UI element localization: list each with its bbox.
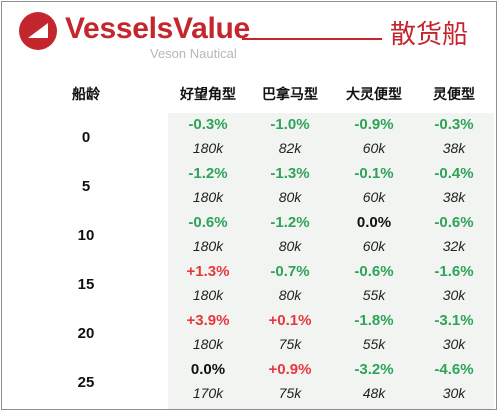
change-cell: -0.7%	[270, 263, 310, 280]
column-header-handysize: 灵便型	[433, 86, 475, 102]
age-cell: 20	[77, 325, 95, 342]
value-cell: 180k	[192, 336, 224, 352]
column-header-capesize: 好望角型	[180, 86, 236, 102]
header: VesselsValue Veson Nautical 散货船	[2, 2, 496, 68]
value-cell: 82k	[278, 140, 302, 156]
change-cell: -0.6%	[354, 263, 394, 280]
value-cell: 55k	[362, 287, 386, 303]
brand-name: VesselsValue	[65, 12, 250, 45]
value-cell: 30k	[442, 385, 466, 401]
value-cell: 180k	[192, 287, 224, 303]
value-cell: 170k	[192, 385, 224, 401]
value-cell: 32k	[442, 238, 466, 254]
age-cell: 5	[81, 178, 91, 195]
table-body	[168, 113, 494, 409]
value-cell: 30k	[442, 287, 466, 303]
change-cell: -3.1%	[434, 312, 474, 329]
age-cell: 0	[81, 129, 91, 146]
change-cell: +0.1%	[268, 312, 312, 329]
value-cell: 60k	[362, 140, 386, 156]
value-cell: 80k	[278, 287, 302, 303]
header-divider	[242, 38, 382, 40]
change-cell: -0.4%	[434, 165, 474, 182]
value-cell: 30k	[442, 336, 466, 352]
change-cell: -0.3%	[188, 116, 228, 133]
value-cell: 80k	[278, 189, 302, 205]
value-cell: 38k	[442, 189, 466, 205]
change-cell: -0.9%	[354, 116, 394, 133]
value-cell: 38k	[442, 140, 466, 156]
value-cell: 75k	[278, 385, 302, 401]
change-cell: -1.3%	[270, 165, 310, 182]
value-cell: 55k	[362, 336, 386, 352]
age-cell: 10	[77, 227, 95, 244]
section-title: 散货船	[390, 19, 469, 49]
age-column-header: 船龄	[72, 86, 100, 102]
age-cell: 15	[77, 276, 95, 293]
change-cell: -0.3%	[434, 116, 474, 133]
change-cell: -0.1%	[354, 165, 394, 182]
column-header-supramax: 大灵便型	[346, 86, 402, 102]
change-cell: 0.0%	[190, 361, 226, 378]
change-cell: -1.8%	[354, 312, 394, 329]
change-cell: +0.9%	[268, 361, 312, 378]
column-header-panamax: 巴拿马型	[262, 86, 318, 102]
change-cell: -1.6%	[434, 263, 474, 280]
vesselsvalue-logo-icon	[19, 12, 57, 50]
change-cell: -1.2%	[188, 165, 228, 182]
value-cell: 80k	[278, 238, 302, 254]
brand-subtitle: Veson Nautical	[150, 46, 237, 61]
change-cell: -1.2%	[270, 214, 310, 231]
value-cell: 180k	[192, 238, 224, 254]
change-cell: -3.2%	[354, 361, 394, 378]
change-cell: -1.0%	[270, 116, 310, 133]
value-cell: 60k	[362, 189, 386, 205]
change-cell: 0.0%	[356, 214, 392, 231]
value-cell: 75k	[278, 336, 302, 352]
value-cell: 48k	[362, 385, 386, 401]
value-cell: 180k	[192, 140, 224, 156]
value-cell: 60k	[362, 238, 386, 254]
age-cell: 25	[77, 374, 95, 391]
change-cell: -4.6%	[434, 361, 474, 378]
change-cell: -0.6%	[188, 214, 228, 231]
change-cell: +1.3%	[186, 263, 230, 280]
change-cell: +3.9%	[186, 312, 230, 329]
change-cell: -0.6%	[434, 214, 474, 231]
value-cell: 180k	[192, 189, 224, 205]
